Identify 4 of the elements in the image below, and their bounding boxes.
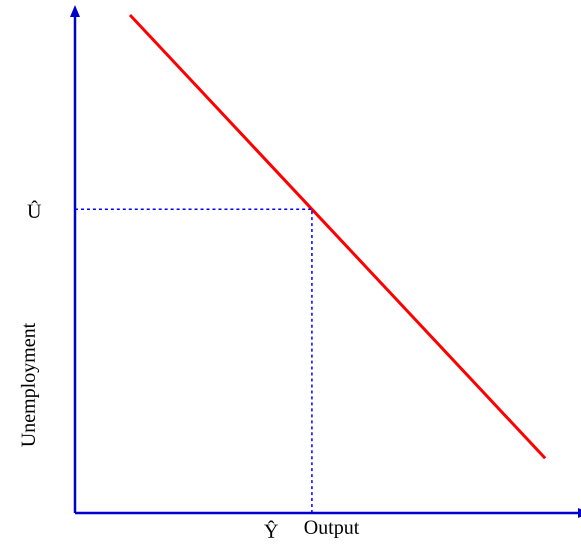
y-axis-title: Unemployment — [20, 322, 40, 447]
text: Ŷ — [264, 520, 278, 538]
ref-line-label: Û — [27, 200, 42, 218]
x-axis-title: Output — [304, 520, 360, 538]
